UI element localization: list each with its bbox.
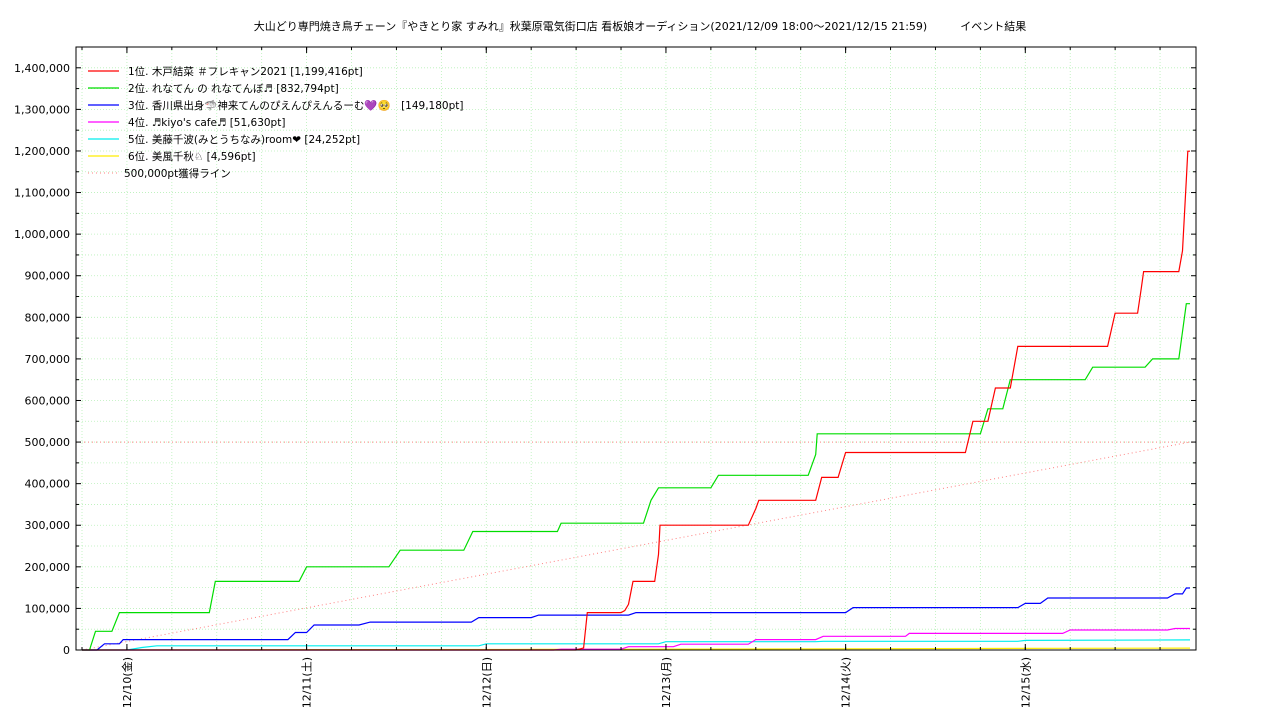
y-tick-label: 600,000: [25, 394, 71, 407]
series-line-1: [82, 150, 1190, 651]
y-tick-label: 900,000: [25, 270, 71, 283]
reference-line-500000pt: [81, 441, 1191, 651]
legend-label-3: 3位. 香川県出身🦈神来てんのぴえんぴえんるーむ💜🥺 [149,180pt]: [128, 99, 463, 112]
legend-label-1: 1位. 木戸結菜 ＃フレキャン2021 [1,199,416pt]: [128, 65, 363, 78]
y-tick-label: 500,000: [25, 436, 71, 449]
plot-frame: [75, 46, 1197, 651]
x-tick-label: 12/15(水): [1019, 657, 1032, 708]
y-tick-label: 1,400,000: [14, 62, 70, 75]
series-line-2: [82, 303, 1190, 651]
y-tick-label: 1,100,000: [14, 187, 70, 200]
y-tick-label: 1,300,000: [14, 103, 70, 116]
grid: [76, 46, 1196, 651]
x-tick-label: 12/13(月): [660, 657, 673, 708]
reference-lines: [76, 441, 1196, 651]
legend: 1位. 木戸結菜 ＃フレキャン2021 [1,199,416pt] 2位. れなて…: [88, 65, 463, 180]
axis-ticks: 0 100,000 200,000 300,000 400,000 500,000 600,…: [14, 46, 1196, 708]
y-tick-label: 1,000,000: [14, 228, 70, 241]
x-tick-label: 12/14(火): [840, 657, 853, 708]
legend-label-5: 5位. 美藤千波(みとうちなみ)room❤ [24,252pt]: [128, 133, 360, 146]
y-tick-label: 200,000: [25, 561, 71, 574]
legend-label-reference: 500,000pt獲得ライン: [124, 167, 231, 180]
y-tick-label: 0: [63, 644, 70, 657]
y-tick-label: 100,000: [25, 602, 71, 615]
series-line-4: [82, 627, 1190, 651]
x-tick-label: 12/12(日): [480, 657, 493, 708]
x-tick-label: 12/10(金): [120, 657, 134, 708]
legend-label-6: 6位. 美風千秋♘ [4,596pt]: [128, 150, 256, 163]
y-tick-label: 1,200,000: [14, 145, 70, 158]
series-lines: [81, 150, 1191, 651]
series-line-5: [82, 639, 1191, 651]
x-tick-label: 12/11(土): [301, 657, 314, 708]
series-line-3: [82, 587, 1190, 651]
y-tick-label: 400,000: [25, 478, 71, 491]
chart-title: 大山どり専門焼き鳥チェーン『やきとり家 すみれ』秋葉原電気街口店 看板娘オーディ…: [253, 20, 1027, 33]
y-tick-label: 300,000: [25, 519, 71, 532]
y-tick-label: 800,000: [25, 311, 71, 324]
y-tick-label: 700,000: [25, 353, 71, 366]
legend-label-4: 4位. ♬kiyo's cafe♬ [51,630pt]: [128, 116, 285, 129]
legend-label-2: 2位. れなてん の れなてんぼ♬ [832,794pt]: [128, 82, 339, 95]
